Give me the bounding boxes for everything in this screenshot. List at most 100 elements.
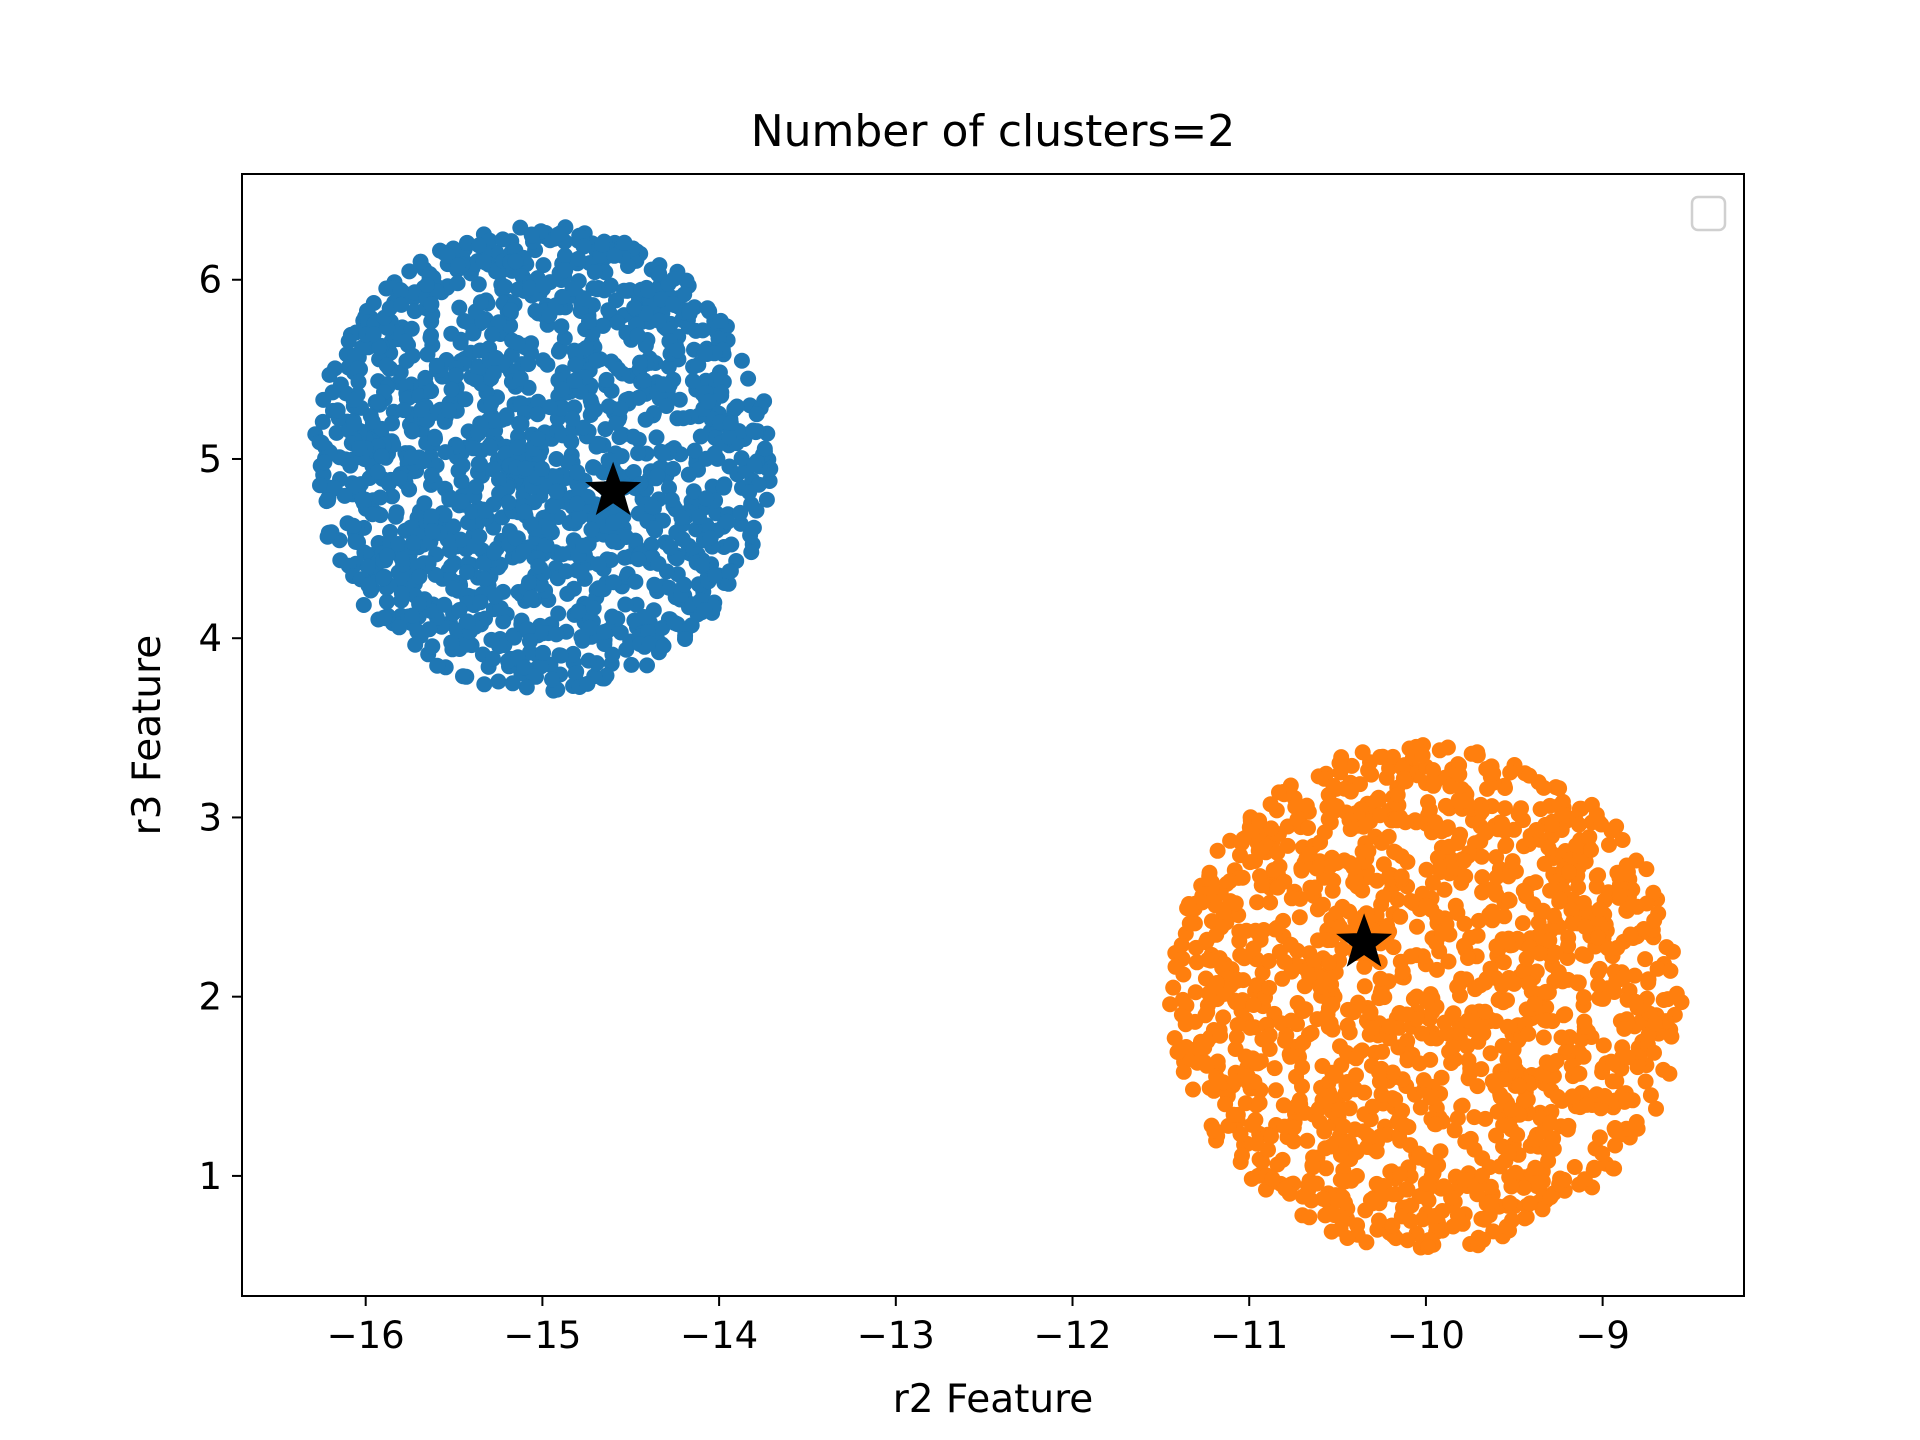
- scatter-point-cluster-2: [1601, 836, 1617, 853]
- scatter-point-cluster-2: [1575, 895, 1592, 911]
- scatter-point-cluster-2: [1291, 1092, 1308, 1108]
- scatter-point-cluster-2: [1196, 1039, 1213, 1056]
- scatter-point-cluster-2: [1556, 1171, 1573, 1188]
- scatter-point-cluster-2: [1307, 879, 1324, 896]
- scatter-point-cluster-2: [1470, 912, 1487, 929]
- scatter-point-cluster-2: [1225, 1106, 1242, 1123]
- scatter-point-cluster-2: [1237, 1095, 1254, 1112]
- scatter-point-cluster-2: [1283, 890, 1300, 907]
- scatter-point-cluster-1: [470, 276, 487, 293]
- scatter-point-cluster-1: [690, 356, 707, 373]
- scatter-point-cluster-2: [1536, 855, 1553, 872]
- scatter-point-cluster-2: [1345, 859, 1362, 876]
- scatter-point-cluster-1: [664, 295, 681, 312]
- scatter-point-cluster-1: [658, 398, 675, 414]
- scatter-point-cluster-2: [1414, 885, 1431, 902]
- scatter-point-cluster-1: [349, 360, 366, 377]
- scatter-point-cluster-1: [583, 521, 600, 538]
- scatter-point-cluster-2: [1566, 1159, 1583, 1175]
- scatter-point-cluster-2: [1343, 1172, 1360, 1189]
- scatter-point-cluster-2: [1345, 1004, 1362, 1021]
- scatter-point-cluster-2: [1314, 1058, 1331, 1074]
- scatter-point-cluster-2: [1411, 1055, 1428, 1072]
- scatter-point-cluster-2: [1242, 1019, 1259, 1036]
- scatter-point-cluster-2: [1320, 1019, 1337, 1035]
- scatter-point-cluster-2: [1245, 997, 1262, 1013]
- scatter-point-cluster-2: [1520, 1025, 1537, 1042]
- scatter-point-cluster-2: [1514, 915, 1531, 932]
- scatter-point-cluster-2: [1541, 932, 1558, 949]
- scatter-point-cluster-2: [1328, 855, 1345, 871]
- scatter-point-cluster-1: [700, 393, 717, 410]
- scatter-point-cluster-2: [1517, 884, 1534, 901]
- scatter-point-cluster-1: [369, 463, 386, 480]
- scatter-point-cluster-1: [575, 537, 592, 554]
- scatter-point-cluster-2: [1619, 1049, 1636, 1066]
- scatter-point-cluster-2: [1499, 934, 1516, 951]
- scatter-point-cluster-1: [371, 339, 388, 356]
- scatter-point-cluster-1: [472, 456, 489, 473]
- scatter-point-cluster-1: [439, 247, 456, 264]
- scatter-point-cluster-1: [733, 352, 750, 369]
- scatter-point-cluster-2: [1522, 1195, 1538, 1212]
- scatter-point-cluster-1: [553, 381, 570, 398]
- x-tick-label: −10: [1387, 1314, 1465, 1357]
- scatter-point-cluster-2: [1387, 844, 1404, 861]
- scatter-point-cluster-1: [728, 398, 745, 415]
- scatter-point-cluster-2: [1283, 963, 1300, 980]
- centroid-star-1: [585, 461, 642, 516]
- scatter-point-cluster-2: [1433, 1069, 1450, 1086]
- scatter-point-cluster-2: [1604, 1073, 1621, 1090]
- scatter-point-cluster-1: [428, 357, 445, 374]
- scatter-point-cluster-2: [1434, 1203, 1451, 1219]
- scatter-point-cluster-2: [1325, 778, 1342, 794]
- scatter-point-cluster-1: [519, 621, 536, 637]
- x-tick-label: −9: [1575, 1314, 1630, 1357]
- scatter-point-cluster-1: [559, 585, 576, 602]
- scatter-point-cluster-2: [1385, 939, 1402, 956]
- scatter-point-cluster-2: [1622, 926, 1639, 943]
- scatter-point-cluster-2: [1646, 1044, 1662, 1061]
- scatter-point-cluster-2: [1560, 1117, 1577, 1134]
- scatter-point-cluster-2: [1500, 1144, 1517, 1161]
- scatter-point-cluster-2: [1359, 1127, 1376, 1144]
- scatter-point-cluster-2: [1642, 1087, 1659, 1104]
- scatter-point-cluster-2: [1498, 836, 1515, 853]
- scatter-point-cluster-2: [1571, 1065, 1588, 1082]
- scatter-point-cluster-2: [1501, 892, 1518, 909]
- scatter-point-cluster-2: [1342, 821, 1359, 838]
- scatter-point-cluster-1: [522, 279, 539, 296]
- scatter-point-cluster-2: [1228, 1029, 1245, 1045]
- scatter-point-cluster-2: [1578, 1096, 1595, 1113]
- scatter-point-cluster-2: [1394, 963, 1411, 980]
- scatter-point-cluster-1: [723, 536, 740, 553]
- scatter-point-cluster-1: [722, 414, 739, 431]
- scatter-point-cluster-2: [1606, 984, 1623, 1000]
- scatter-point-cluster-1: [581, 619, 598, 636]
- scatter-point-cluster-1: [359, 302, 375, 319]
- scatter-point-cluster-2: [1330, 1101, 1347, 1118]
- scatter-point-cluster-1: [563, 433, 580, 450]
- scatter-point-cluster-1: [630, 389, 647, 406]
- scatter-point-cluster-1: [632, 354, 648, 371]
- scatter-point-cluster-2: [1289, 995, 1306, 1011]
- scatter-point-cluster-2: [1482, 1045, 1499, 1062]
- scatter-point-cluster-2: [1557, 1006, 1574, 1023]
- scatter-point-cluster-2: [1497, 800, 1513, 817]
- scatter-point-cluster-1: [320, 524, 337, 541]
- scatter-point-cluster-1: [429, 657, 446, 674]
- scatter-point-cluster-2: [1397, 814, 1414, 831]
- scatter-point-cluster-2: [1540, 1152, 1557, 1169]
- scatter-point-cluster-1: [684, 373, 701, 389]
- scatter-point-cluster-1: [419, 346, 436, 363]
- scatter-point-cluster-1: [613, 448, 630, 465]
- scatter-point-cluster-1: [516, 659, 533, 676]
- scatter-point-cluster-1: [360, 577, 377, 594]
- scatter-point-cluster-2: [1364, 1098, 1381, 1115]
- scatter-point-cluster-1: [627, 573, 644, 590]
- legend-box: [1690, 195, 1727, 232]
- scatter-point-cluster-1: [523, 227, 540, 244]
- scatter-point-cluster-1: [606, 247, 623, 264]
- scatter-point-cluster-1: [632, 475, 649, 492]
